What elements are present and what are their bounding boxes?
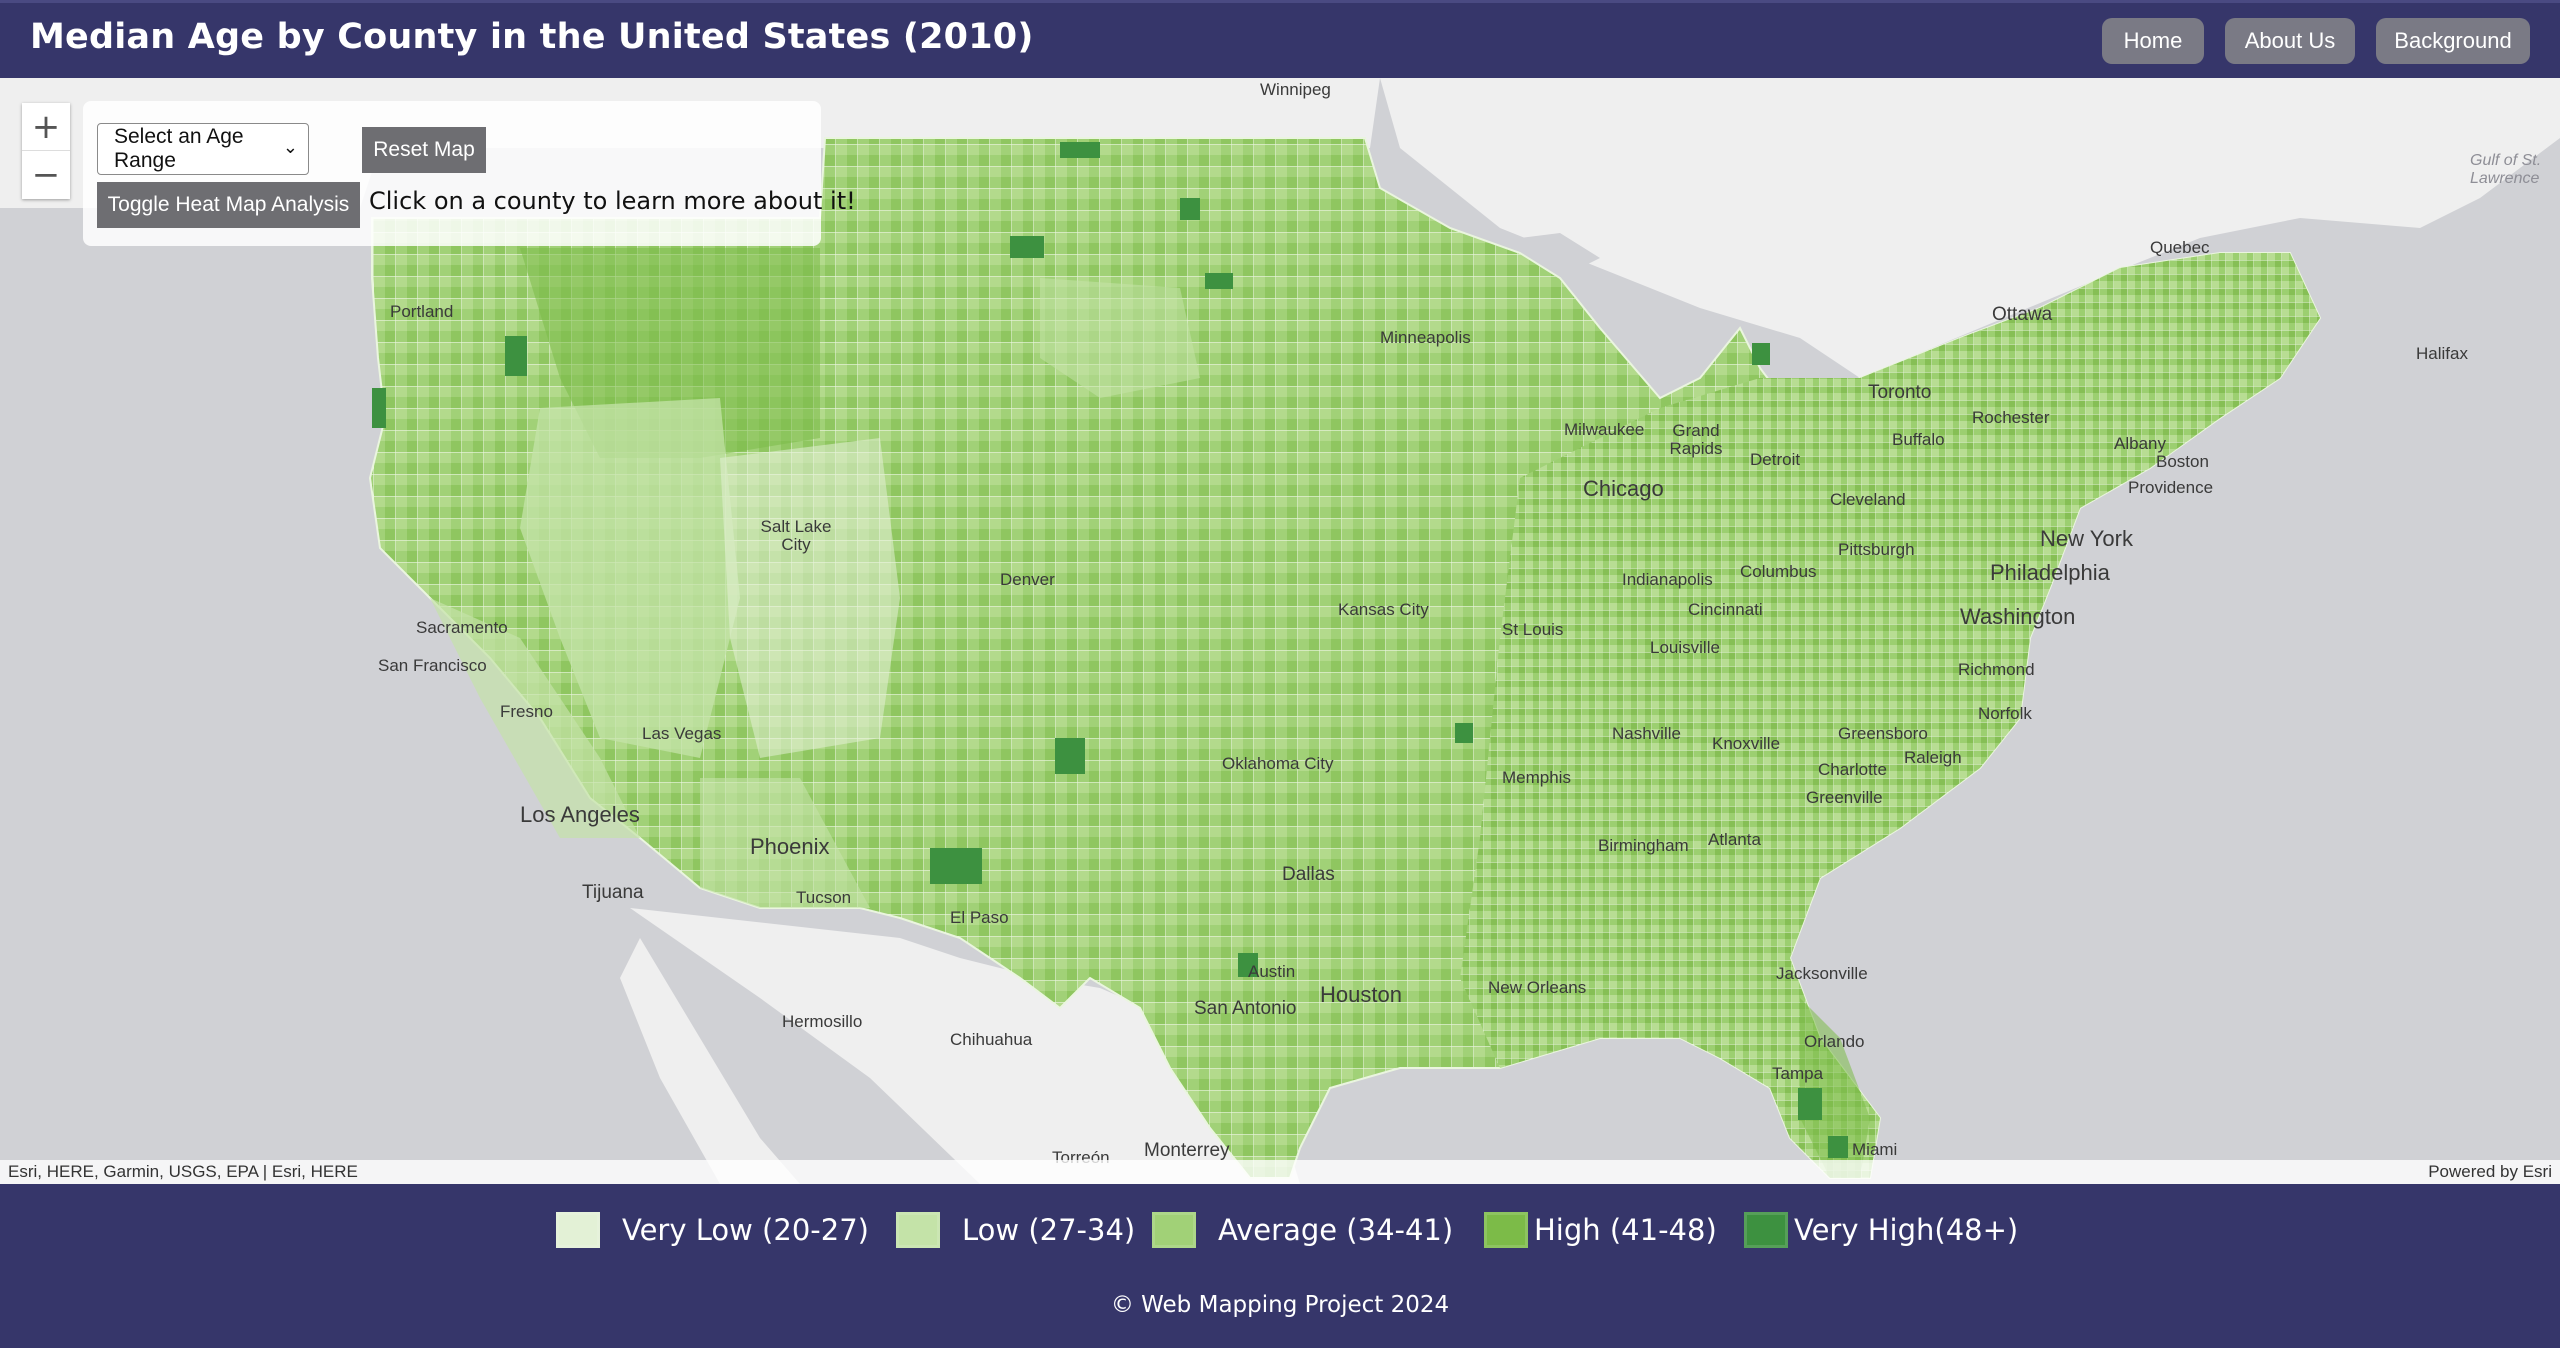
map-label: Salt Lake City xyxy=(760,517,832,554)
map-label: Phoenix xyxy=(750,834,830,859)
legend-footer: Very Low (20-27) Low (27-34) Average (34… xyxy=(0,1184,2560,1348)
map-label: Chihuahua xyxy=(950,1030,1033,1049)
map-label: Los Angeles xyxy=(520,802,640,827)
control-panel: Select an Age Range ⌄ Reset Map Toggle H… xyxy=(83,101,856,246)
map-label: Albany xyxy=(2114,434,2166,453)
legend-item-high: High (41-48) xyxy=(1484,1208,1717,1252)
map-label: Austin xyxy=(1248,962,1296,981)
reset-map-button[interactable]: Reset Map xyxy=(362,127,486,173)
legend-label: Low (27-34) xyxy=(962,1213,1136,1247)
map-label: Orlando xyxy=(1804,1032,1865,1051)
map-view[interactable]: Gulf of St. Lawrence Winnipeg Portland M… xyxy=(0,78,2560,1184)
map-label: Greenville xyxy=(1806,788,1883,807)
map-label: Charlotte xyxy=(1818,760,1887,779)
map-label: Miami xyxy=(1852,1140,1898,1159)
map-label: Milwaukee xyxy=(1564,420,1645,439)
map-label: New Orleans xyxy=(1488,978,1587,997)
map-label: San Francisco xyxy=(378,656,487,675)
map-label: St Louis xyxy=(1502,620,1564,639)
map-label: Sacramento xyxy=(416,618,508,637)
map-label: Nashville xyxy=(1612,724,1681,743)
map-attribution: Esri, HERE, Garmin, USGS, EPA | Esri, HE… xyxy=(0,1160,2560,1184)
map-label: Fresno xyxy=(500,702,553,721)
legend-swatch xyxy=(1152,1212,1196,1248)
map-label: Memphis xyxy=(1502,768,1571,787)
map-label: Tucson xyxy=(796,888,852,907)
map-label: New York xyxy=(2040,526,2133,551)
map-label: Providence xyxy=(2128,478,2214,497)
map-label: Washington xyxy=(1960,604,2076,629)
map-label: Jacksonville xyxy=(1776,964,1868,983)
zoom-control: + − xyxy=(22,103,70,199)
age-range-select[interactable]: Select an Age Range ⌄ xyxy=(97,123,309,175)
nav-home-button[interactable]: Home xyxy=(2102,18,2204,64)
map-label: Tampa xyxy=(1772,1064,1824,1083)
map-label: Indianapolis xyxy=(1622,570,1713,589)
map-label: Denver xyxy=(1000,570,1055,589)
attribution-text: Esri, HERE, Garmin, USGS, EPA | Esri, HE… xyxy=(8,1162,358,1181)
map-label: Grand Rapids xyxy=(1669,421,1723,458)
map-label: Quebec xyxy=(2150,238,2210,257)
map-label: Buffalo xyxy=(1892,430,1945,449)
map-label: Gulf of St. Lawrence xyxy=(2470,152,2542,187)
map-label: Detroit xyxy=(1750,450,1801,469)
legend-swatch xyxy=(556,1212,600,1248)
map-label: Rochester xyxy=(1972,408,2050,427)
map-label: El Paso xyxy=(950,908,1009,927)
legend-item-very-low: Very Low (20-27) xyxy=(556,1208,869,1252)
header-bar: Median Age by County in the United State… xyxy=(0,0,2560,78)
map-label: Cleveland xyxy=(1830,490,1906,509)
map-label: Oklahoma City xyxy=(1222,754,1334,773)
legend-label: Very Low (20-27) xyxy=(622,1213,869,1247)
legend-item-very-high: Very High(48+) xyxy=(1744,1208,2018,1252)
map-label: Houston xyxy=(1320,982,1402,1007)
age-range-select-value: Select an Age Range xyxy=(114,125,244,172)
map-label: Monterrey xyxy=(1144,1140,1230,1161)
zoom-out-button[interactable]: − xyxy=(31,155,61,195)
map-label: Raleigh xyxy=(1904,748,1962,767)
page-title: Median Age by County in the United State… xyxy=(30,17,1034,57)
map-label: Birmingham xyxy=(1598,836,1689,855)
map-label: Columbus xyxy=(1740,562,1817,581)
map-label: Richmond xyxy=(1958,660,2035,679)
map-label: Minneapolis xyxy=(1380,328,1471,347)
toggle-heat-map-button[interactable]: Toggle Heat Map Analysis xyxy=(97,182,360,228)
map-label: Philadelphia xyxy=(1990,560,2110,585)
legend-label: High (41-48) xyxy=(1534,1213,1717,1247)
map-label: Halifax xyxy=(2416,344,2468,363)
map-label: Atlanta xyxy=(1708,830,1761,849)
copyright-text: © Web Mapping Project 2024 xyxy=(1110,1292,1450,1318)
map-label: Toronto xyxy=(1868,382,1932,403)
map-label: Kansas City xyxy=(1338,600,1429,619)
map-label: Greensboro xyxy=(1838,724,1928,743)
map-label: Chicago xyxy=(1583,476,1664,501)
nav-about-us-button[interactable]: About Us xyxy=(2225,18,2355,64)
map-label: Hermosillo xyxy=(782,1012,863,1031)
map-label: Louisville xyxy=(1650,638,1720,657)
map-label: Portland xyxy=(390,302,454,321)
map-label: Dallas xyxy=(1282,864,1335,885)
map-label: Tijuana xyxy=(582,882,644,903)
map-label: Norfolk xyxy=(1978,704,2032,723)
chevron-down-icon: ⌄ xyxy=(282,137,298,157)
map-label: Las Vegas xyxy=(642,724,722,743)
map-label: Pittsburgh xyxy=(1838,540,1915,559)
powered-by-esri[interactable]: Powered by Esri xyxy=(2428,1162,2552,1181)
legend-label: Very High(48+) xyxy=(1794,1213,2019,1247)
map-label: Knoxville xyxy=(1712,734,1781,753)
legend-swatch xyxy=(1744,1212,1788,1248)
nav-background-button[interactable]: Background xyxy=(2376,18,2530,64)
map-label: San Antonio xyxy=(1194,998,1297,1019)
map-label: Cincinnati xyxy=(1688,600,1763,619)
legend-swatch xyxy=(896,1212,940,1248)
map-label: Ottawa xyxy=(1992,304,2053,325)
legend-label: Average (34-41) xyxy=(1218,1213,1454,1247)
zoom-in-button[interactable]: + xyxy=(22,103,70,151)
instruction-text: Click on a county to learn more about it… xyxy=(369,187,856,215)
legend-item-average: Average (34-41) xyxy=(1152,1208,1453,1252)
map-label: Winnipeg xyxy=(1260,80,1331,99)
legend-swatch xyxy=(1484,1212,1528,1248)
map-label: Boston xyxy=(2156,452,2209,471)
legend-item-low: Low (27-34) xyxy=(896,1208,1135,1252)
